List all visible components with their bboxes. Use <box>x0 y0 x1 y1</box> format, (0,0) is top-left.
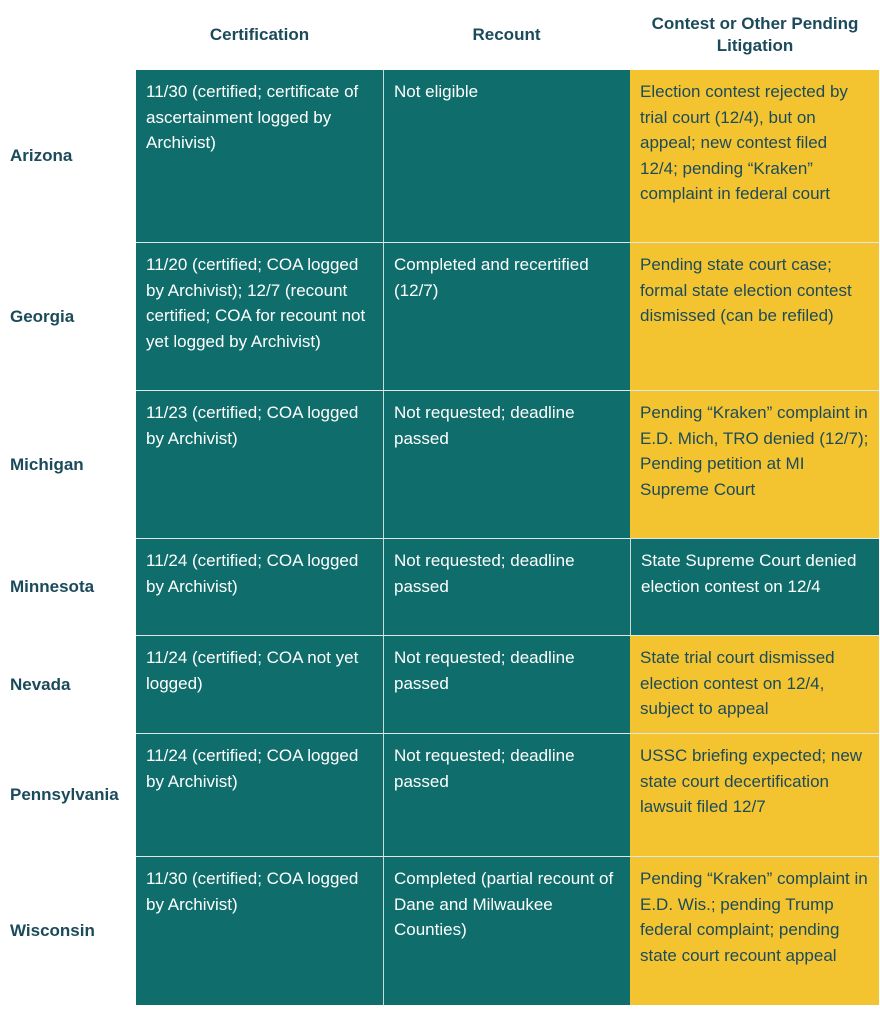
table-header: Certification Recount Contest or Other P… <box>0 0 880 70</box>
row-state-label: Minnesota <box>10 577 95 596</box>
contest-cell: Election contest rejected by trial court… <box>630 70 879 242</box>
table-row: Nevada 11/24 (certified; COA not yet log… <box>10 636 879 734</box>
table-row: Michigan 11/23 (certified; COA logged by… <box>10 391 879 539</box>
header-contest: Contest or Other Pending Litigation <box>651 14 859 55</box>
row-state-label: Michigan <box>10 454 84 474</box>
contest-cell: State trial court dismissed election con… <box>630 636 879 733</box>
certification-cell: 11/24 (certified; COA logged by Archivis… <box>136 539 383 635</box>
recount-cell: Not requested; deadline passed <box>383 636 630 733</box>
recount-cell: Completed (partial recount of Dane and M… <box>383 857 630 1005</box>
table-body: Arizona 11/30 (certified; certificate of… <box>10 70 879 1005</box>
table-row: Wisconsin 11/30 (certified; COA logged b… <box>10 857 879 1005</box>
header-recount: Recount <box>472 25 541 44</box>
certification-cell: 11/24 (certified; COA not yet logged) <box>136 636 383 733</box>
recount-cell: Not requested; deadline passed <box>383 734 630 856</box>
certification-cell: 11/24 (certified; COA logged by Archivis… <box>136 734 383 856</box>
header-certification: Certification <box>209 25 310 44</box>
row-state-label: Wisconsin <box>10 921 95 940</box>
contest-cell: USSC briefing expected; new state court … <box>630 734 879 856</box>
recount-cell: Completed and recertified (12/7) <box>383 243 630 390</box>
certification-cell: 11/23 (certified; COA logged by Archivis… <box>136 391 383 538</box>
table-row: Arizona 11/30 (certified; certificate of… <box>10 70 879 243</box>
recount-cell: Not eligible <box>383 70 630 242</box>
row-state-label: Arizona <box>10 146 73 165</box>
certification-cell: 11/20 (certified; COA logged by Archivis… <box>136 243 383 390</box>
table-row: Minnesota 11/24 (certified; COA logged b… <box>10 539 879 636</box>
table-row: Pennsylvania 11/24 (certified; COA logge… <box>10 734 879 857</box>
contest-cell: Pending state court case; formal state e… <box>630 243 879 390</box>
contest-cell: State Supreme Court denied election cont… <box>630 539 879 635</box>
certification-cell: 11/30 (certified; COA logged by Archivis… <box>136 857 383 1005</box>
row-state-label: Pennsylvania <box>10 785 119 804</box>
table-row: Georgia 11/20 (certified; COA logged by … <box>10 243 879 391</box>
row-state-label: Georgia <box>10 306 75 326</box>
contest-cell: Pending “Kraken” complaint in E.D. Mich,… <box>630 391 879 538</box>
row-state-label: Nevada <box>10 674 71 694</box>
recount-cell: Not requested; deadline passed <box>383 391 630 538</box>
recount-cell: Not requested; deadline passed <box>383 539 630 635</box>
contest-cell: Pending “Kraken” complaint in E.D. Wis.;… <box>630 857 879 1005</box>
certification-cell: 11/30 (certified; certificate of ascerta… <box>136 70 383 242</box>
